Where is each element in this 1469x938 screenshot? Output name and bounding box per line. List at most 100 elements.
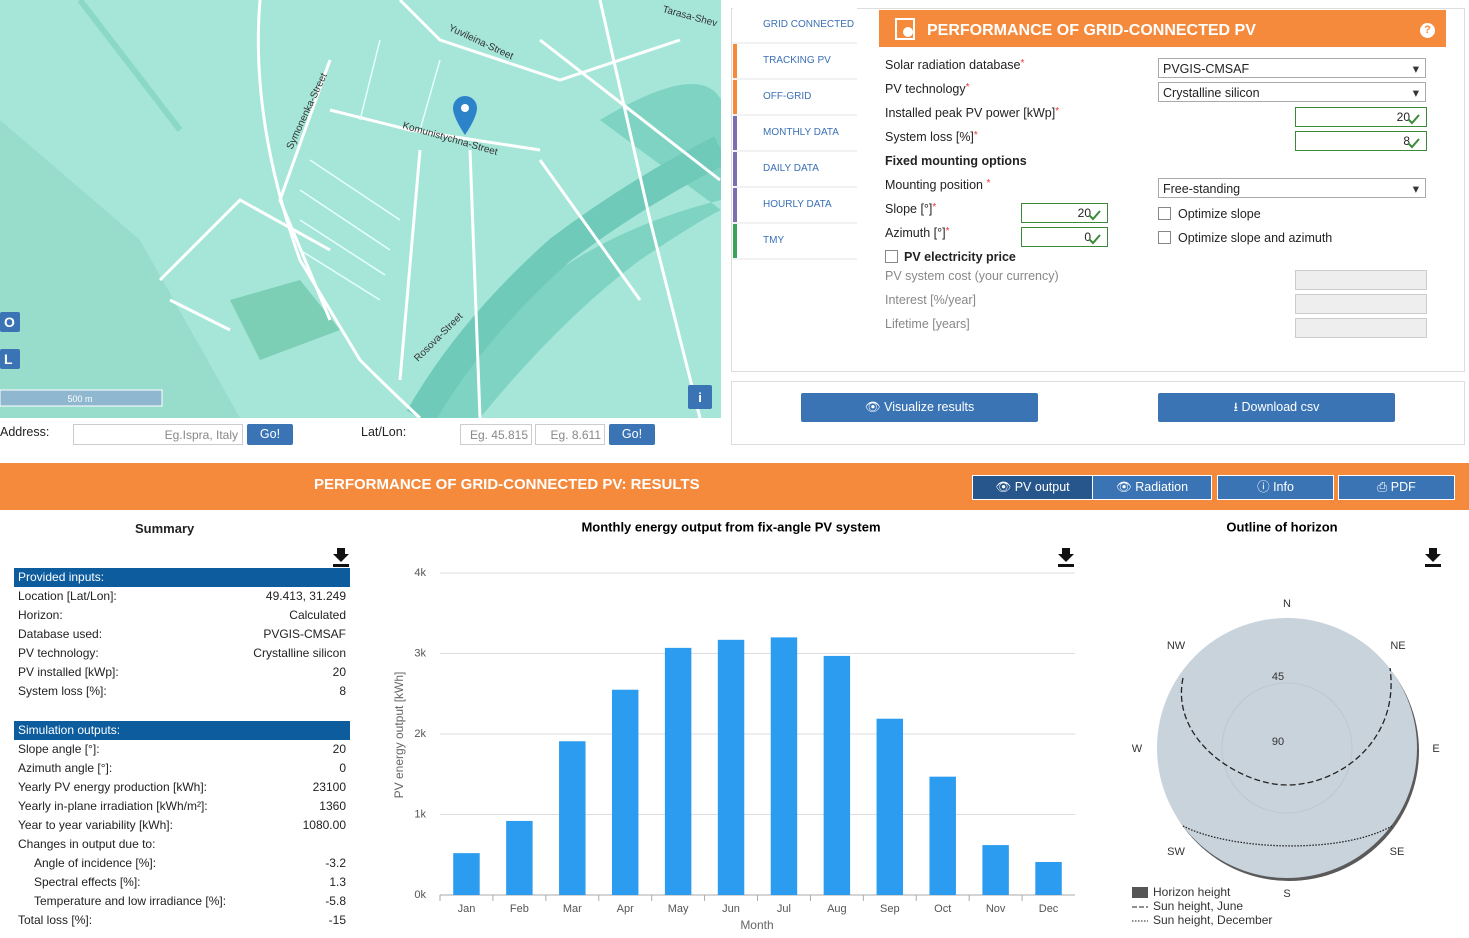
- x-tick-label: Apr: [617, 903, 634, 915]
- result-tab[interactable]: ⓘ Info: [1217, 475, 1334, 500]
- row-label: Total loss [%]:: [18, 913, 93, 927]
- form-title: PERFORMANCE OF GRID-CONNECTED PV: [927, 22, 1256, 39]
- button-text: PDF: [1390, 480, 1416, 494]
- row-value: -15: [328, 913, 346, 927]
- row-label: Location [Lat/Lon]:: [18, 589, 117, 603]
- row-value: Calculated: [289, 608, 346, 622]
- summary-row: Azimuth angle [°]: 0: [14, 759, 350, 778]
- summary-row: Location [Lat/Lon]: 49.413, 31.249: [14, 587, 350, 606]
- zoom-out[interactable]: L: [4, 351, 13, 367]
- disabled-input: [1295, 294, 1427, 314]
- header-icon: [895, 18, 915, 40]
- row-label: Azimuth angle [°]:: [18, 761, 113, 775]
- summary-row: System loss [%]: 8: [14, 682, 350, 701]
- row-value: 0: [339, 761, 346, 775]
- technology-select[interactable]: Crystalline silicon: [1158, 82, 1426, 103]
- field-label: Lifetime [years]: [885, 317, 970, 331]
- tab[interactable]: MONTHLY DATA: [733, 116, 857, 150]
- required-mark: *: [965, 82, 970, 93]
- checkbox[interactable]: [1158, 231, 1171, 244]
- section-title: Provided inputs:: [18, 570, 105, 584]
- tab[interactable]: TRACKING PV: [733, 44, 857, 78]
- go-button[interactable]: Go!: [609, 424, 655, 445]
- ring-label: 90: [1272, 736, 1284, 748]
- direction-label: SW: [1167, 846, 1185, 858]
- map[interactable]: Yuvileina-Street Komunistychna-Street Sy…: [0, 0, 721, 418]
- field-label: Slope [°]*: [885, 202, 936, 216]
- checkbox-label: Optimize slope and azimuth: [1178, 231, 1333, 245]
- result-tab[interactable]: 👁 PV output: [972, 475, 1093, 500]
- label-text: PV technology: [885, 82, 966, 96]
- direction-label: NE: [1390, 640, 1405, 652]
- y-tick-label: 2k: [414, 728, 426, 740]
- bar: [664, 647, 692, 895]
- tab[interactable]: HOURLY DATA: [733, 188, 857, 222]
- direction-label: NW: [1167, 640, 1186, 652]
- result-tab[interactable]: 👁 Radiation: [1092, 475, 1212, 500]
- loss-input[interactable]: 8: [1295, 131, 1427, 151]
- row-value: 1.3: [329, 875, 346, 889]
- address-input[interactable]: Eg.Ispra, Italy: [73, 424, 243, 445]
- visualize-button[interactable]: 👁 Visualize results: [801, 393, 1038, 422]
- summary-row: Yearly in-plane irradiation [kWh/m²]: 136…: [14, 797, 350, 816]
- y-tick-label: 3k: [414, 647, 426, 659]
- bar: [453, 853, 480, 895]
- x-tick-label: Feb: [510, 903, 529, 915]
- tab[interactable]: DAILY DATA: [733, 152, 857, 186]
- tab[interactable]: OFF-GRID: [733, 80, 857, 114]
- database-select[interactable]: PVGIS-CMSAF: [1158, 58, 1426, 79]
- section-header: Simulation outputs:: [14, 721, 350, 740]
- tab[interactable]: TMY: [733, 224, 857, 258]
- summary-row: Yearly PV energy production [kWh]: 23100: [14, 778, 350, 797]
- summary-row: Changes in output due to:: [14, 835, 350, 854]
- row-label: Yearly in-plane irradiation [kWh/m²]:: [18, 799, 208, 813]
- direction-label: E: [1432, 743, 1439, 755]
- map-marker[interactable]: [453, 96, 477, 135]
- button-text: PV output: [1014, 480, 1070, 494]
- ring-label: 45: [1272, 671, 1284, 683]
- row-label: Yearly PV energy production [kWh]:: [18, 780, 207, 794]
- row-label: Temperature and low irradiance [%]:: [34, 894, 227, 908]
- power-input[interactable]: 20: [1295, 107, 1427, 127]
- form-header: [879, 10, 1446, 47]
- row-label: PV technology:: [18, 646, 99, 660]
- azimuth-input[interactable]: 0: [1021, 227, 1108, 247]
- summary-row: Temperature and low irradiance [%]: -5.8: [14, 892, 350, 911]
- row-label: PV installed [kWp]:: [18, 665, 119, 679]
- go-button[interactable]: Go!: [247, 424, 293, 445]
- tab[interactable]: GRID CONNECTED: [733, 8, 857, 42]
- chart-title: Monthly energy output from fix-angle PV …: [581, 519, 880, 534]
- section-heading: Fixed mounting options: [885, 154, 1027, 168]
- legend-label: Sun height, December: [1153, 913, 1272, 927]
- button-text: Visualize results: [884, 400, 975, 414]
- field-label: PV system cost (your currency): [885, 269, 1059, 283]
- required-mark: *: [1055, 106, 1060, 117]
- result-tab[interactable]: ⎙ PDF: [1338, 475, 1455, 500]
- disabled-input: [1295, 318, 1427, 338]
- row-value: -5.8: [325, 894, 346, 908]
- form-panel: [731, 8, 1465, 372]
- checkbox[interactable]: [1158, 207, 1171, 220]
- row-value: 20: [332, 665, 346, 679]
- map-scale: 500 m: [67, 394, 92, 404]
- row-value: 23100: [312, 780, 346, 794]
- y-tick-label: 4k: [414, 567, 426, 579]
- zoom-in[interactable]: O: [4, 314, 15, 330]
- bar: [876, 718, 904, 895]
- map-info[interactable]: i: [698, 390, 702, 405]
- lat-input[interactable]: Eg. 45.815: [460, 424, 532, 445]
- x-tick-label: Oct: [934, 903, 951, 915]
- download-button[interactable]: ⭳ Download csv: [1158, 393, 1395, 422]
- summary-row: PV technology: Crystalline silicon: [14, 644, 350, 663]
- help-button[interactable]: ?: [1420, 23, 1435, 38]
- position-select[interactable]: Free-standing: [1158, 178, 1426, 199]
- checkbox[interactable]: [885, 250, 898, 263]
- lon-input[interactable]: Eg. 8.611: [535, 424, 605, 445]
- row-label: Spectral effects [%]:: [34, 875, 141, 889]
- legend-label: Sun height, June: [1153, 899, 1243, 913]
- x-tick-label: Dec: [1039, 903, 1059, 915]
- slope-input[interactable]: 20: [1021, 203, 1108, 223]
- summary-row: PV installed [kWp]: 20: [14, 663, 350, 682]
- y-tick-label: 0k: [414, 889, 426, 901]
- row-value: 1080.00: [302, 818, 346, 832]
